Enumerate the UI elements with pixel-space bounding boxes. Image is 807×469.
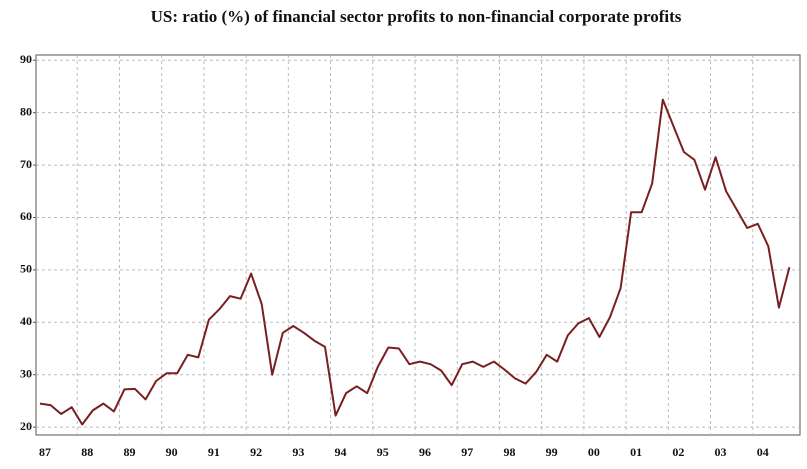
- x-tick-label: 00: [588, 445, 600, 459]
- x-tick-label: 90: [166, 445, 178, 459]
- x-tick-label: 97: [461, 445, 473, 459]
- x-tick-label: 87: [39, 445, 51, 459]
- data-line: [39, 98, 791, 426]
- x-tick-label: 91: [208, 445, 220, 459]
- x-tick-label: 99: [546, 445, 558, 459]
- y-tick-label: 40: [20, 314, 32, 328]
- y-tick-label: 60: [20, 209, 32, 223]
- x-tick-label: 98: [503, 445, 515, 459]
- x-tick-label: 96: [419, 445, 431, 459]
- x-tick-label: 95: [377, 445, 389, 459]
- y-tick-label: 50: [20, 262, 32, 276]
- x-tick-label: 02: [672, 445, 684, 459]
- plot-frame: [35, 54, 801, 436]
- y-tick-label: 30: [20, 366, 32, 380]
- x-tick-label: 01: [630, 445, 642, 459]
- x-tick-label: 03: [715, 445, 727, 459]
- y-tick-label: 80: [20, 104, 32, 118]
- y-tick-label: 70: [20, 157, 32, 171]
- x-tick-label: 93: [292, 445, 304, 459]
- y-tick-label: 20: [20, 419, 32, 433]
- y-tick-label: 90: [20, 52, 32, 66]
- x-tick-label: 89: [123, 445, 135, 459]
- x-tick-label: 92: [250, 445, 262, 459]
- x-tick-label: 94: [335, 445, 347, 459]
- x-tick-label: 04: [757, 445, 769, 459]
- x-tick-label: 88: [81, 445, 93, 459]
- chart-title: US: ratio (%) of financial sector profit…: [151, 7, 682, 26]
